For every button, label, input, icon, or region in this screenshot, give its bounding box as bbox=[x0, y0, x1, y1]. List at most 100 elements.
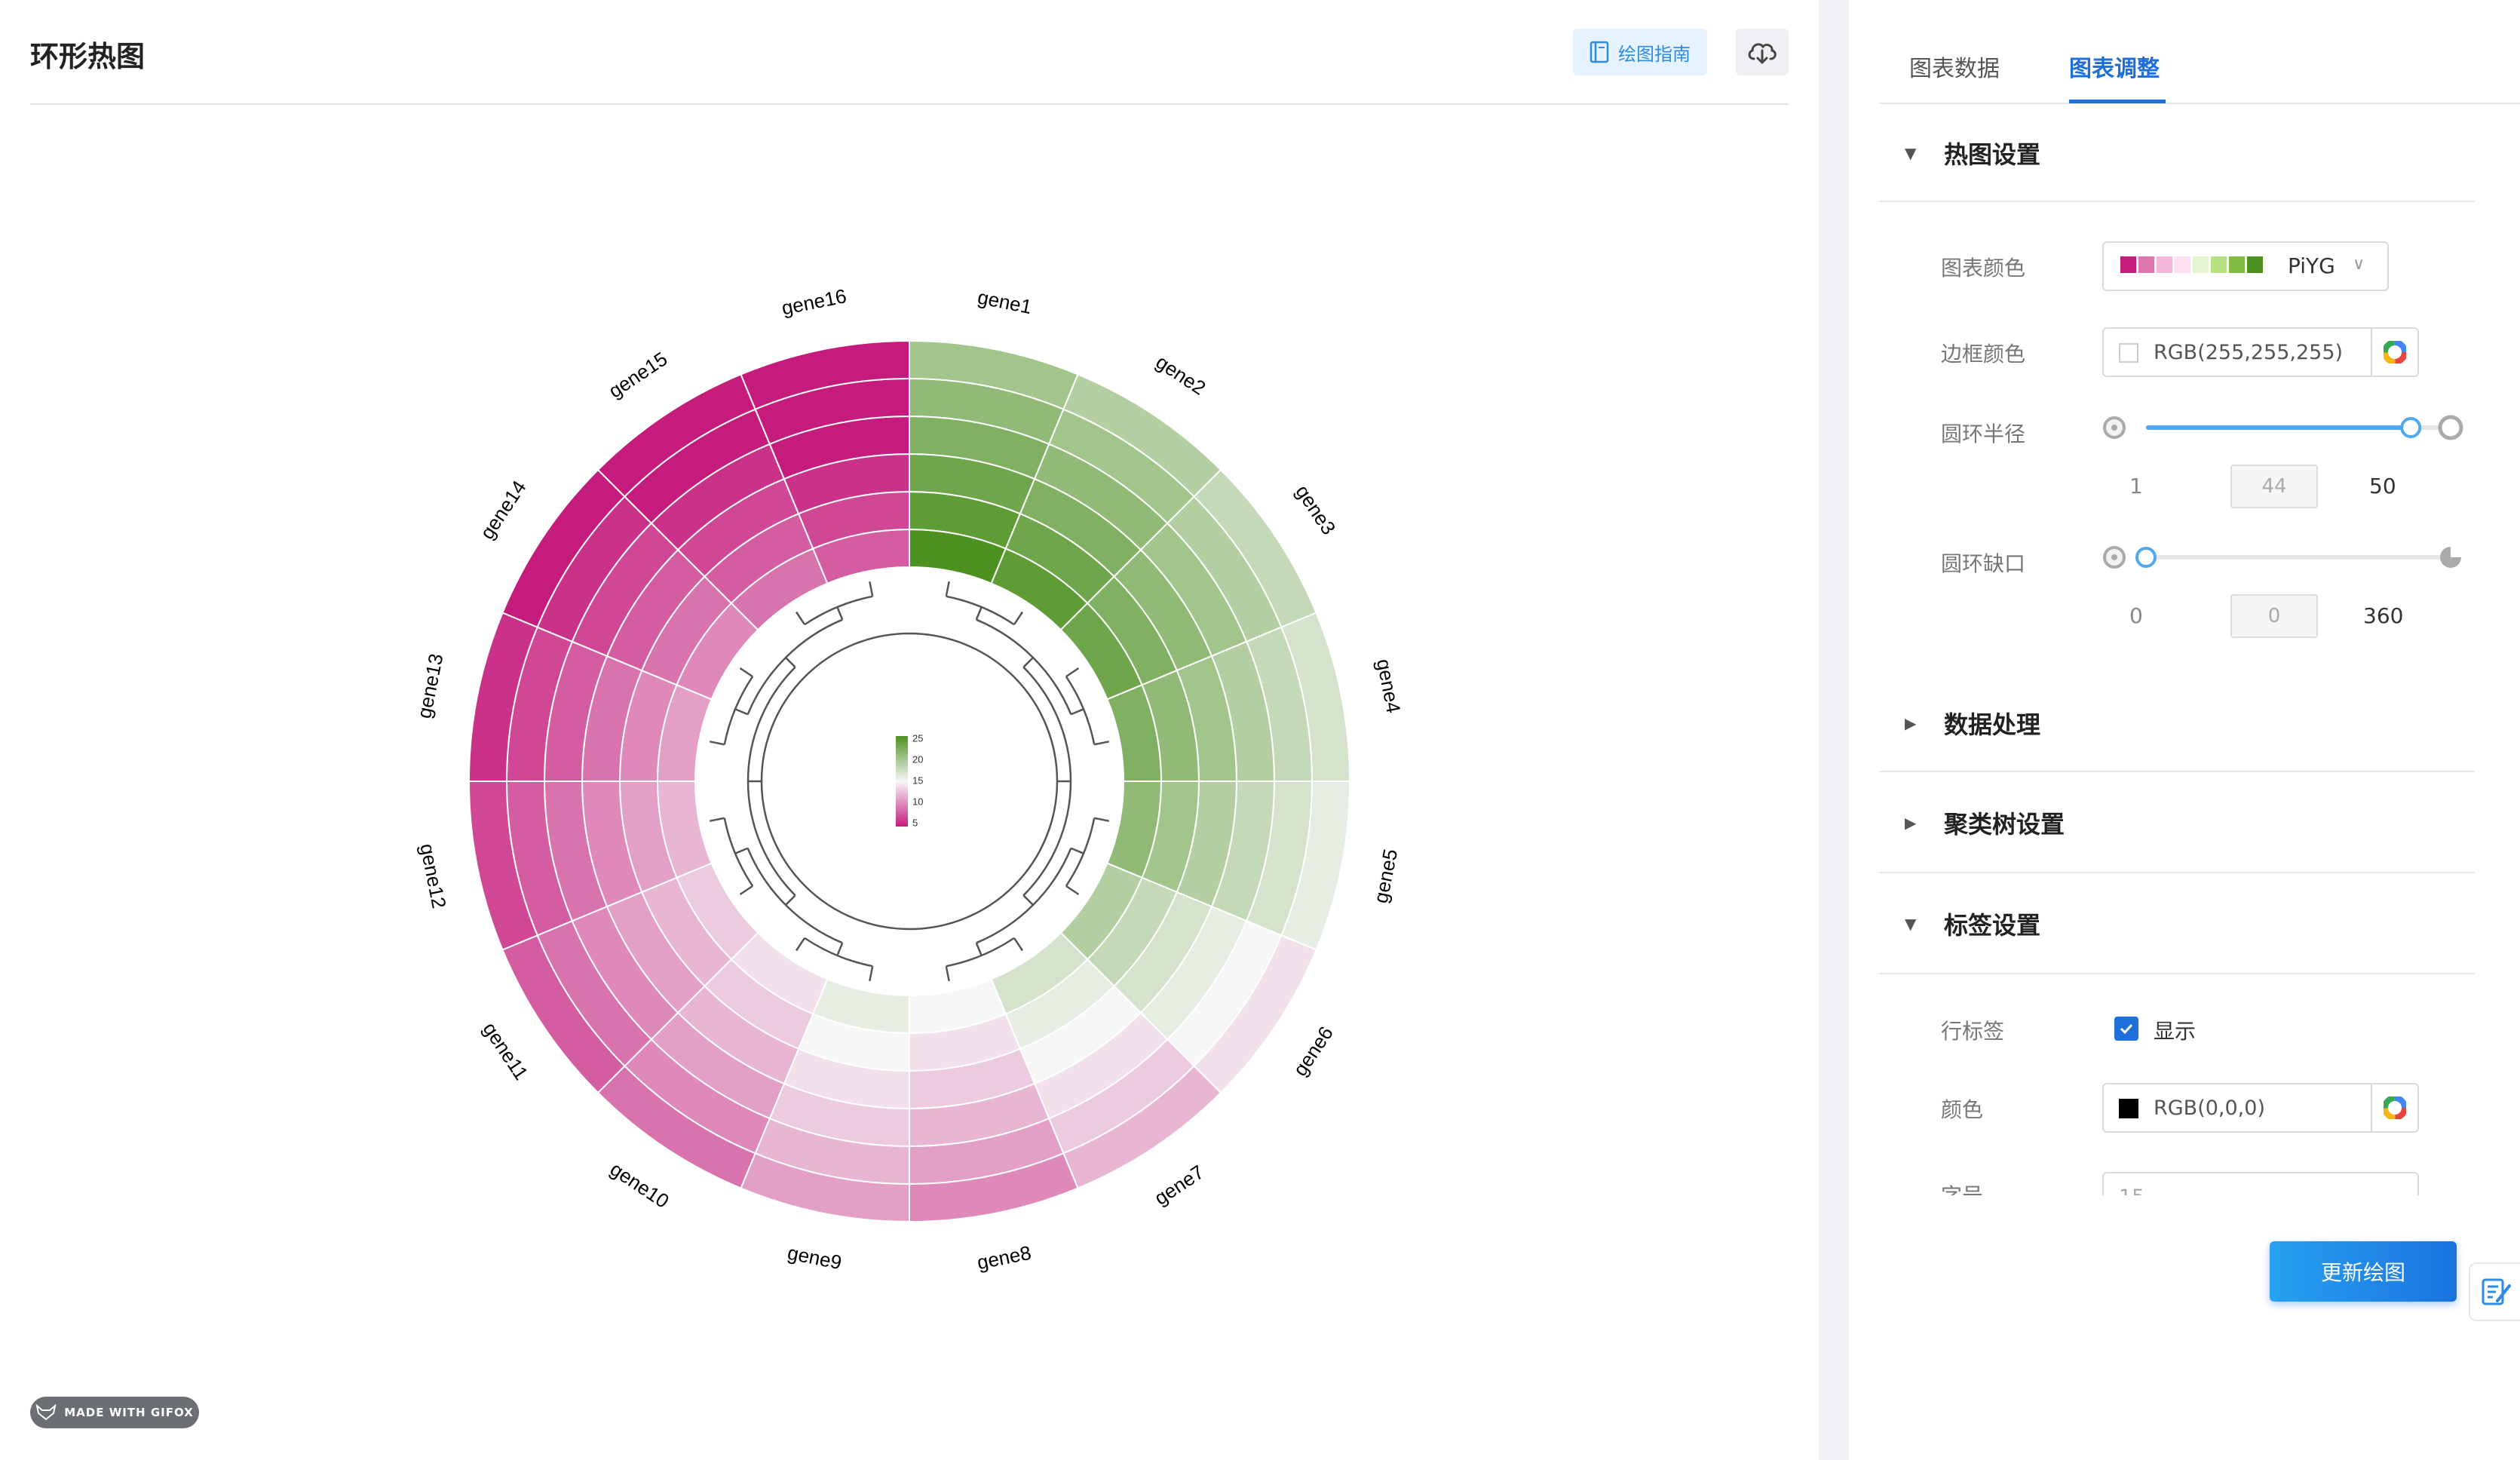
border-color-field[interactable]: RGB(255,255,255) bbox=[2102, 327, 2419, 377]
tab-chart-adjust[interactable]: 图表调整 bbox=[2069, 56, 2160, 82]
gap-input[interactable]: 0 bbox=[2230, 594, 2318, 638]
fox-icon bbox=[35, 1404, 57, 1421]
radius-slider[interactable] bbox=[2102, 409, 2464, 446]
gene-label: gene10 bbox=[606, 1158, 673, 1213]
gene-label: gene4 bbox=[1372, 657, 1406, 715]
heatmap-cells bbox=[468, 339, 1351, 1223]
gifox-watermark: MADE WITH GIFOX bbox=[30, 1397, 199, 1428]
gap-label: 圆环缺口 bbox=[1941, 551, 2026, 576]
palette-swatches bbox=[2120, 256, 2263, 273]
radius-input[interactable]: 44 bbox=[2230, 465, 2318, 508]
section-label-settings[interactable]: ▼ 标签设置 bbox=[1879, 875, 2475, 974]
gap-min-value: 0 bbox=[2129, 603, 2143, 628]
palette-swatch bbox=[2193, 256, 2209, 273]
tree-branch bbox=[836, 942, 844, 956]
gene-label: gene8 bbox=[975, 1241, 1033, 1274]
gap-slider-handle bbox=[2135, 547, 2157, 568]
tree-branch bbox=[975, 606, 983, 621]
gene-label: gene13 bbox=[412, 652, 447, 720]
chart-color-value: PiYG bbox=[2288, 253, 2335, 278]
gap-max-value: 360 bbox=[2363, 603, 2404, 628]
gene-label: gene16 bbox=[780, 284, 848, 319]
gene-label: gene6 bbox=[1289, 1022, 1338, 1080]
radius-label: 圆环半径 bbox=[1941, 422, 2026, 446]
book-icon bbox=[1590, 41, 1609, 63]
tree-branch bbox=[734, 847, 749, 854]
gap-slider[interactable] bbox=[2102, 538, 2464, 576]
palette-swatch bbox=[2229, 256, 2245, 273]
radius-max-value: 50 bbox=[2369, 474, 2396, 498]
tree-branch bbox=[804, 937, 873, 968]
tree-branch bbox=[1013, 937, 1024, 952]
row-label-checkbox[interactable] bbox=[2114, 1017, 2138, 1041]
tree-branch bbox=[975, 942, 983, 956]
download-button[interactable] bbox=[1736, 29, 1789, 75]
chevron-down-icon: ∨ bbox=[2353, 255, 2365, 274]
gene-label: gene12 bbox=[415, 842, 450, 910]
edit-note-icon bbox=[2482, 1278, 2511, 1305]
active-tab-indicator bbox=[2069, 100, 2166, 103]
section-data-label: 数据处理 bbox=[1944, 710, 2041, 739]
tree-branch bbox=[1022, 894, 1034, 906]
section-labels-label: 标签设置 bbox=[1944, 911, 2041, 940]
palette-swatch bbox=[2175, 256, 2190, 273]
color-picker-button[interactable] bbox=[2371, 329, 2417, 376]
chart-color-select[interactable]: PiYG ∨ bbox=[2102, 241, 2389, 291]
legend-color-bar bbox=[896, 736, 908, 827]
gene-label: gene7 bbox=[1150, 1161, 1208, 1210]
label-color-field[interactable]: RGB(0,0,0) bbox=[2102, 1083, 2419, 1133]
tree-branch bbox=[785, 894, 796, 906]
tree-branch bbox=[1065, 676, 1096, 745]
caret-down-icon: ▼ bbox=[1905, 915, 1917, 933]
gap-max-icon bbox=[2440, 547, 2461, 568]
tree-branch bbox=[869, 965, 874, 982]
cloud-download-icon bbox=[1748, 43, 1777, 64]
section-tree-label: 聚类树设置 bbox=[1944, 810, 2065, 839]
font-size-input[interactable]: 15 bbox=[2102, 1172, 2419, 1195]
feedback-button[interactable] bbox=[2469, 1262, 2520, 1321]
tree-branch bbox=[739, 667, 753, 678]
page-title: 环形热图 bbox=[30, 40, 146, 73]
label-color-swatch bbox=[2119, 1099, 2138, 1118]
legend-tick-label: 10 bbox=[912, 796, 923, 807]
update-chart-button[interactable]: 更新绘图 bbox=[2270, 1241, 2457, 1302]
palette-swatch bbox=[2120, 256, 2136, 273]
tab-chart-data[interactable]: 图表数据 bbox=[1909, 56, 2000, 82]
tree-branch bbox=[945, 581, 950, 597]
guide-button[interactable]: 绘图指南 bbox=[1573, 29, 1707, 75]
radius-min-value: 1 bbox=[2129, 474, 2143, 498]
section-data-processing[interactable]: ▶ 数据处理 bbox=[1879, 676, 2475, 772]
legend-tick-label: 15 bbox=[912, 774, 923, 786]
tree-branch bbox=[734, 708, 749, 716]
gene-label: gene9 bbox=[786, 1241, 844, 1274]
tree-branch bbox=[709, 817, 725, 822]
border-color-label: 边框颜色 bbox=[1941, 342, 2026, 367]
tree-branch bbox=[739, 885, 753, 896]
settings-scroll-area[interactable]: ▼ 热图设置 图表颜色 PiYG ∨ 边框颜色 RGB(255,255,255) bbox=[1879, 106, 2475, 1195]
palette-swatch bbox=[2138, 256, 2154, 273]
tree-branch bbox=[1065, 817, 1096, 887]
gene-label: gene2 bbox=[1152, 351, 1210, 400]
gene-label: gene15 bbox=[605, 348, 672, 403]
guide-button-label: 绘图指南 bbox=[1618, 43, 1691, 65]
border-color-swatch bbox=[2119, 343, 2138, 363]
label-color-value: RGB(0,0,0) bbox=[2154, 1097, 2265, 1120]
palette-swatch bbox=[2211, 256, 2227, 273]
section-tree-settings[interactable]: ▶ 聚类树设置 bbox=[1879, 774, 2475, 873]
color-picker-button[interactable] bbox=[2371, 1084, 2417, 1131]
check-icon bbox=[2120, 1023, 2133, 1035]
color-wheel-icon bbox=[2384, 1097, 2406, 1119]
heatmap-cell bbox=[740, 339, 910, 410]
tree-branch bbox=[795, 611, 806, 625]
gene-label: gene3 bbox=[1291, 481, 1340, 539]
legend-tick-label: 5 bbox=[912, 817, 918, 828]
border-color-value: RGB(255,255,255) bbox=[2154, 341, 2344, 364]
show-label-text: 显示 bbox=[2154, 1019, 2197, 1044]
gene-label: gene11 bbox=[479, 1018, 533, 1084]
color-wheel-icon bbox=[2384, 341, 2406, 363]
caret-right-icon: ▶ bbox=[1905, 814, 1917, 832]
caret-right-icon: ▶ bbox=[1905, 714, 1917, 732]
gene-label: gene5 bbox=[1369, 847, 1403, 905]
section-heatmap-settings[interactable]: ▼ 热图设置 bbox=[1879, 106, 2475, 202]
